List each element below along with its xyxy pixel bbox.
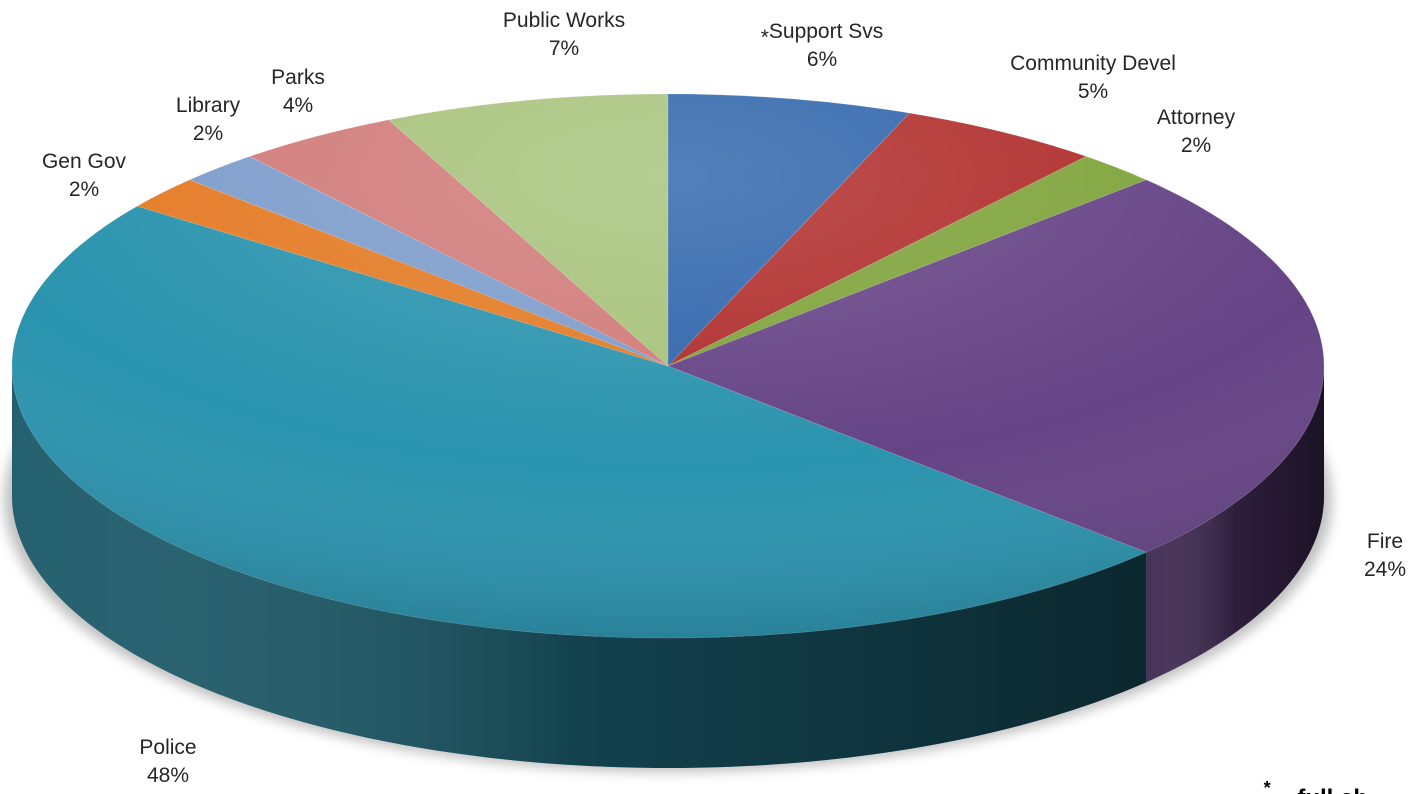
pie-label-marker-support-svs: * — [761, 26, 769, 49]
pie-label-support-svs: *Support Svs 6% — [761, 20, 884, 71]
pie-label-value-parks: 4% — [283, 94, 313, 117]
pie-side-shade-police — [12, 366, 1147, 768]
pie-label-text-support-svs: Support Svs — [769, 20, 883, 43]
pie-label-community-devel: Community Devel 5% — [1010, 52, 1176, 103]
pie-label-name-support-svs: *Support Svs — [761, 20, 884, 49]
pie-label-attorney: Attorney 2% — [1157, 106, 1236, 157]
footnote-text: ... full ch — [1271, 785, 1368, 794]
pie-label-name-gen-gov: Gen Gov — [42, 150, 127, 173]
pie-label-library: Library 2% — [176, 94, 241, 145]
pie-label-value-police: 48% — [147, 764, 189, 787]
pie-label-value-attorney: 2% — [1181, 134, 1211, 157]
pie-label-name-police: Police — [139, 736, 196, 759]
pie-label-name-community-devel: Community Devel — [1010, 52, 1176, 75]
pie-label-value-fire: 24% — [1364, 558, 1406, 581]
pie-slices — [11, 93, 1325, 639]
pie-label-name-library: Library — [176, 94, 241, 117]
pie-label-name-public-works: Public Works — [503, 9, 625, 32]
pie-label-value-library: 2% — [193, 122, 223, 145]
footnote-marker: * — [1264, 778, 1271, 794]
footnote: *... full ch — [1264, 778, 1368, 794]
pie-label-value-support-svs: 6% — [807, 48, 837, 71]
pie-label-police: Police 48% — [139, 736, 196, 787]
pie-label-name-parks: Parks — [271, 66, 325, 89]
pie-label-public-works: Public Works 7% — [503, 9, 625, 60]
pie-label-name-fire: Fire — [1367, 530, 1403, 553]
pie-label-name-attorney: Attorney — [1157, 106, 1236, 129]
pie-label-value-public-works: 7% — [549, 37, 579, 60]
pie-label-parks: Parks 4% — [271, 66, 325, 117]
pie-label-gen-gov: Gen Gov 2% — [42, 150, 127, 201]
pie-labels: *Support Svs 6% Community Devel 5%Attorney 2… — [42, 9, 1406, 787]
pie-label-fire: Fire 24% — [1364, 530, 1406, 581]
pie-label-value-gen-gov: 2% — [69, 178, 99, 201]
pie-label-value-community-devel: 5% — [1078, 80, 1108, 103]
